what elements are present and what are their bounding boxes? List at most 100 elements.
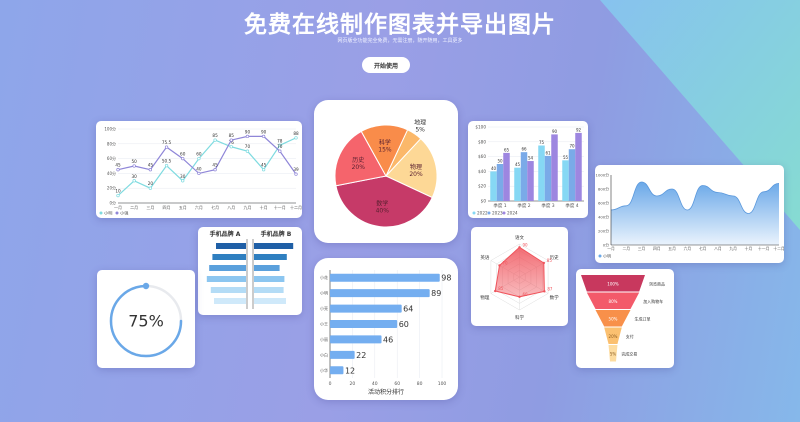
data-point bbox=[148, 186, 153, 190]
gauge-chart: 75% bbox=[109, 282, 183, 358]
y-tick-label: $80 bbox=[478, 139, 486, 144]
gauge-value: 75% bbox=[128, 312, 164, 331]
legend-marker bbox=[472, 211, 476, 215]
radar-point bbox=[518, 295, 521, 298]
area-chart-card[interactable]: 0分 200分 400分 600分 800分 1000分 一月 二月 三月 四月 五月 六月 七月 八月 九… bbox=[595, 165, 784, 263]
y-tick-label: $0 bbox=[481, 199, 487, 204]
data-label: 70 bbox=[502, 260, 508, 265]
bar bbox=[520, 152, 528, 201]
line-chart-card[interactable]: 0分 20分 40分 60分 80分 100分 一月 二月 三月 四月 五月 六月 七月 八月 九月 十月 十一… bbox=[96, 121, 302, 218]
x-tick-label: 十二月 bbox=[290, 204, 302, 210]
y-tick-label: $100 bbox=[475, 125, 486, 130]
data-label: 55 bbox=[563, 155, 569, 160]
data-label: 45 bbox=[148, 163, 154, 168]
data-label: 90 bbox=[261, 129, 267, 134]
bar-a bbox=[206, 276, 246, 282]
radar-point bbox=[543, 290, 546, 293]
data-point bbox=[197, 156, 201, 161]
funnel-chart: 100% 浏览商品 80% 加入购物车 50% 生成订单 20% 支付 5% 完成交易 bbox=[581, 275, 665, 362]
y-tick-label: $60 bbox=[478, 154, 486, 159]
data-point bbox=[245, 134, 250, 139]
slice-percent: 20% bbox=[409, 171, 423, 178]
slice-percent: 20% bbox=[352, 164, 366, 171]
legend-label: 小强 bbox=[120, 210, 129, 217]
area-line bbox=[610, 181, 780, 214]
area-fill bbox=[611, 182, 779, 245]
slice-label: 科学 bbox=[379, 138, 391, 146]
data-label: 60 bbox=[399, 320, 409, 329]
legend-label: 小明 bbox=[104, 210, 112, 217]
bar bbox=[568, 149, 576, 201]
bar-a bbox=[214, 298, 246, 304]
x-tick-label: 20 bbox=[350, 381, 356, 387]
data-label: 85 bbox=[547, 258, 553, 263]
x-tick-label: 五月 bbox=[668, 246, 676, 251]
gauge-card[interactable]: 75% bbox=[97, 270, 195, 368]
x-tick-label: 三月 bbox=[638, 246, 646, 251]
data-point bbox=[261, 168, 266, 172]
x-tick-label: 季度 2 bbox=[517, 202, 530, 209]
series-line-小强 bbox=[117, 135, 297, 175]
slice-label: 物理 bbox=[410, 163, 422, 171]
data-label: 20 bbox=[148, 181, 154, 186]
axis-label: 物理 bbox=[480, 294, 489, 301]
bar bbox=[551, 134, 558, 201]
pie-slice-数学 bbox=[335, 175, 433, 228]
legend-label: 小明 bbox=[603, 253, 611, 259]
funnel-chart-card[interactable]: 100% 浏览商品 80% 加入购物车 50% 生成订单 20% 支付 5% 完成交易 bbox=[576, 269, 674, 368]
x-tick-label: 六月 bbox=[684, 246, 692, 251]
butterfly-chart-card[interactable]: 手机品牌 A 手机品牌 B bbox=[198, 227, 302, 315]
y-tick-label: 0分 bbox=[109, 200, 116, 206]
radar-point bbox=[518, 246, 521, 249]
data-label: 30 bbox=[180, 174, 186, 179]
bar-chart-card[interactable]: $0 $20 $40 $60 $80 $100 季度 1 40 50 65 季度 2 45 66 54 季度… bbox=[468, 121, 588, 218]
radar-chart-card[interactable]: 语文 历史 数学 科学 物理 英语 90 85 87 60 85 70 bbox=[471, 227, 568, 326]
x-tick-label: 八月 bbox=[227, 205, 235, 210]
stage-percent: 20% bbox=[609, 334, 618, 339]
data-label: 46 bbox=[383, 335, 393, 344]
x-tick-label: 十月 bbox=[260, 204, 268, 210]
data-label: 85 bbox=[498, 286, 504, 291]
stage-label: 生成订单 bbox=[635, 315, 651, 321]
data-point bbox=[294, 136, 298, 140]
page-subtitle: 网页版全功能完全免费，无需注册，随开随用，工具更多 bbox=[337, 38, 463, 44]
x-axis-label: 活动积分排行 bbox=[368, 388, 404, 396]
legend-marker bbox=[598, 254, 602, 258]
x-tick-label: 七月 bbox=[211, 204, 219, 210]
x-tick-label: 一月 bbox=[114, 205, 122, 210]
data-label: 30 bbox=[132, 174, 138, 179]
data-label: 85 bbox=[229, 133, 235, 138]
axis-label: 数学 bbox=[550, 294, 559, 301]
slice-percent: 15% bbox=[378, 146, 392, 153]
stage-label: 浏览商品 bbox=[649, 280, 665, 286]
bar bbox=[330, 273, 440, 282]
stage-percent: 80% bbox=[609, 299, 618, 304]
start-button[interactable]: 开始使用 bbox=[362, 57, 410, 73]
data-point bbox=[181, 156, 185, 161]
bar bbox=[562, 160, 569, 201]
data-label: 60 bbox=[180, 152, 186, 157]
x-tick-label: 十一月 bbox=[758, 246, 770, 251]
data-label: 45 bbox=[261, 163, 267, 168]
data-point bbox=[164, 163, 169, 168]
bar bbox=[514, 167, 521, 201]
pie-chart-card[interactable]: 地理 5% 物理 20% 数学 40% 历史 20% 科学 15% bbox=[314, 100, 458, 243]
data-label: 64 bbox=[403, 305, 413, 314]
x-tick-label: 七月 bbox=[699, 246, 707, 251]
radar-point bbox=[494, 289, 497, 293]
data-point bbox=[278, 143, 282, 147]
data-label: 10 bbox=[115, 189, 121, 194]
data-point bbox=[132, 164, 136, 168]
x-tick-label: 十二月 bbox=[773, 246, 784, 251]
bar-b bbox=[254, 254, 287, 260]
hbar-chart-card[interactable]: 0 20 40 60 80 100 98 小花 89 小明 64 小亮 60 小王 46 小丽 22 小白 12 小华… bbox=[314, 258, 458, 400]
data-point bbox=[213, 138, 217, 142]
x-tick-label: 十月 bbox=[745, 246, 753, 251]
chart-title-b: 手机品牌 B bbox=[261, 230, 292, 238]
data-label: 60 bbox=[523, 292, 529, 297]
axis-label: 历史 bbox=[550, 254, 559, 261]
data-label: 50 bbox=[497, 159, 503, 164]
